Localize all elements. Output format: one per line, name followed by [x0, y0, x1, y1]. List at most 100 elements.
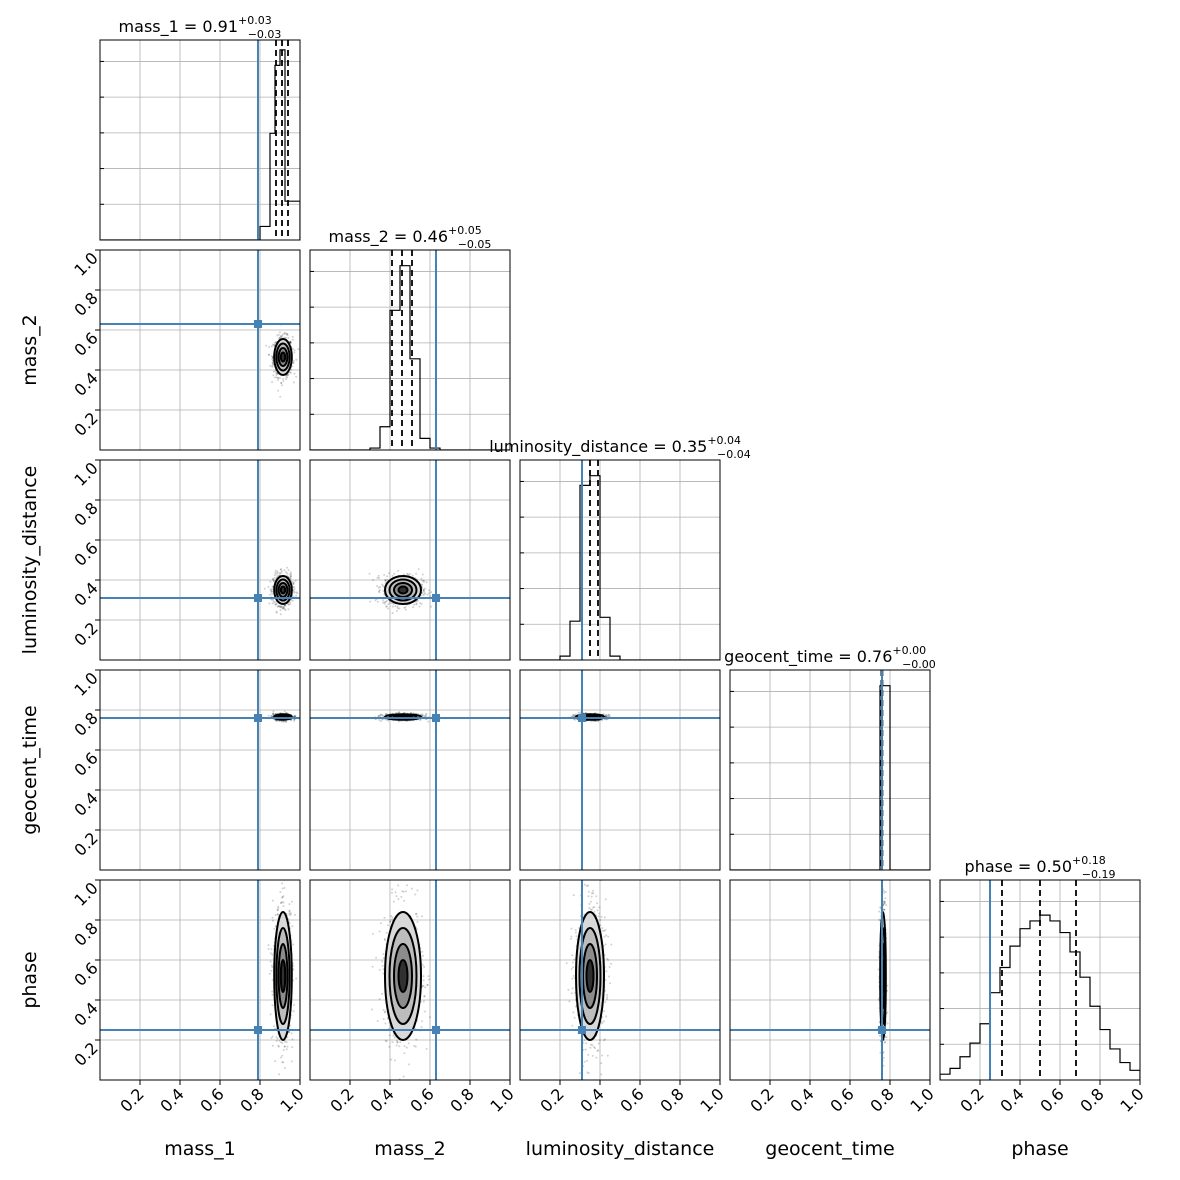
sample-point — [295, 591, 298, 594]
sample-point — [422, 714, 425, 717]
sample-point — [369, 600, 372, 603]
title-luminosity_distance: luminosity_distance = 0.35+0.04 −0.04 — [489, 434, 751, 461]
sample-point — [289, 576, 292, 579]
sample-point — [282, 379, 285, 382]
sample-point — [398, 607, 401, 610]
sample-point — [288, 573, 291, 576]
tick-label-y: 0.4 — [70, 578, 101, 609]
sample-point — [289, 603, 292, 606]
sample-point — [422, 589, 425, 592]
sample-point — [421, 714, 424, 717]
sample-point — [272, 710, 275, 713]
panel-frame — [309, 669, 511, 871]
sample-point — [293, 714, 296, 717]
panel-frame — [519, 459, 721, 661]
sample-point — [286, 373, 289, 376]
sample-point — [288, 340, 291, 343]
axis-label-y-luminosity_distance: luminosity_distance — [19, 466, 41, 655]
contour-line — [397, 585, 409, 595]
sample-point — [605, 714, 608, 717]
sample-point — [274, 341, 277, 344]
sample-point — [604, 714, 607, 717]
sample-point — [290, 368, 293, 371]
sample-point — [294, 579, 297, 582]
sample-point — [391, 574, 394, 577]
sample-point — [292, 381, 295, 384]
contour-line — [277, 347, 289, 367]
density-level — [398, 586, 408, 594]
sample-point — [284, 604, 287, 607]
sample-point — [382, 601, 385, 604]
sample-point — [293, 718, 296, 721]
sample-point — [382, 589, 385, 592]
sample-point — [378, 589, 381, 592]
sample-point — [424, 715, 427, 718]
sample-point — [381, 718, 384, 721]
sample-point — [274, 1027, 277, 1030]
sample-point — [271, 358, 274, 361]
sample-point — [284, 609, 287, 612]
sample-point — [287, 603, 290, 606]
sample-point — [282, 720, 285, 723]
sample-point — [279, 891, 282, 894]
sample-point — [572, 713, 575, 716]
sample-point — [573, 715, 576, 718]
sample-point — [384, 579, 387, 582]
tick-label-y: 0.4 — [70, 368, 101, 399]
sample-point — [271, 598, 274, 601]
sample-point — [381, 714, 384, 717]
sample-point — [283, 331, 286, 334]
sample-point — [293, 588, 296, 591]
sample-point — [295, 977, 298, 980]
sample-point — [274, 913, 277, 916]
tick-label-y: 1.0 — [70, 668, 101, 699]
sample-point — [277, 907, 280, 910]
panel-mass_2-mass_2: mass_2 = 0.46+0.05 −0.05 — [309, 224, 511, 451]
grid — [520, 669, 721, 870]
sample-point — [577, 711, 580, 714]
sample-point — [278, 336, 281, 339]
sample-point — [293, 586, 296, 589]
sample-point — [392, 602, 395, 605]
tick-label-y: 1.0 — [70, 458, 101, 489]
truth-marker — [254, 714, 262, 722]
sample-point — [269, 1013, 272, 1016]
sample-point — [267, 353, 270, 356]
sample-point — [275, 603, 278, 606]
sample-point — [282, 1048, 285, 1051]
sample-point — [271, 979, 274, 982]
sample-point — [290, 900, 293, 903]
sample-point — [376, 600, 379, 603]
sample-point — [427, 720, 430, 723]
sample-point — [280, 605, 283, 608]
sample-point — [382, 584, 385, 587]
sample-point — [285, 333, 288, 336]
sample-point — [288, 912, 291, 915]
sample-point — [408, 573, 411, 576]
sample-point — [288, 913, 291, 916]
sample-point — [295, 594, 298, 597]
sample-point — [270, 969, 273, 972]
sample-point — [291, 335, 294, 338]
sample-point — [289, 601, 292, 604]
panel-frame — [99, 669, 301, 871]
sample-point — [421, 583, 424, 586]
sample-point — [387, 719, 390, 722]
sample-point — [430, 591, 433, 594]
sample-point — [396, 605, 399, 608]
sample-point — [381, 599, 384, 602]
sample-point — [378, 719, 381, 722]
sample-point — [292, 943, 295, 946]
sample-point — [377, 714, 380, 717]
sample-point — [293, 372, 296, 375]
sample-point — [427, 592, 430, 595]
sample-point — [278, 1039, 281, 1042]
sample-point — [279, 377, 282, 380]
sample-point — [281, 882, 284, 885]
panel-frame — [99, 39, 301, 241]
sample-point — [394, 604, 397, 607]
sample-point — [295, 375, 298, 378]
